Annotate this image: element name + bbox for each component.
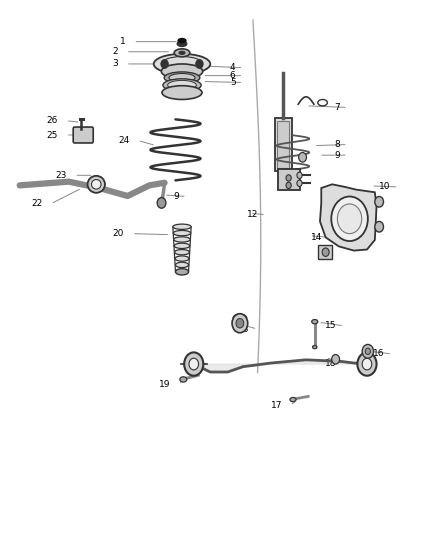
Ellipse shape: [174, 243, 190, 248]
Text: 23: 23: [55, 171, 67, 180]
Circle shape: [157, 198, 166, 208]
Circle shape: [196, 60, 203, 68]
Text: 4: 4: [230, 63, 236, 72]
Circle shape: [331, 197, 368, 241]
Polygon shape: [320, 184, 377, 251]
Ellipse shape: [177, 41, 187, 46]
Bar: [278, 169, 300, 190]
Ellipse shape: [163, 79, 201, 92]
Circle shape: [299, 152, 307, 162]
Circle shape: [332, 354, 339, 364]
Ellipse shape: [175, 249, 189, 255]
Text: 25: 25: [46, 131, 58, 140]
Text: 8: 8: [334, 140, 340, 149]
Circle shape: [362, 358, 372, 370]
Text: 22: 22: [32, 199, 43, 208]
Text: 15: 15: [325, 321, 336, 330]
Circle shape: [362, 344, 374, 358]
Polygon shape: [194, 360, 363, 372]
Ellipse shape: [175, 256, 189, 261]
Ellipse shape: [312, 319, 318, 324]
Text: 5: 5: [230, 78, 236, 87]
Text: 12: 12: [247, 210, 258, 219]
Text: 9: 9: [334, 151, 340, 160]
Text: 14: 14: [311, 233, 322, 242]
Bar: [277, 120, 289, 168]
Bar: [318, 245, 332, 259]
Bar: [275, 118, 292, 171]
Text: 24: 24: [119, 136, 130, 145]
Circle shape: [375, 221, 384, 232]
FancyBboxPatch shape: [73, 127, 93, 143]
Ellipse shape: [164, 72, 200, 84]
Text: 1: 1: [120, 37, 125, 46]
Ellipse shape: [290, 398, 296, 402]
Text: 9: 9: [173, 192, 179, 201]
Circle shape: [357, 352, 377, 376]
Ellipse shape: [169, 74, 195, 82]
Text: 11: 11: [328, 198, 340, 207]
Ellipse shape: [176, 262, 188, 268]
Text: 3: 3: [112, 60, 118, 68]
Ellipse shape: [154, 54, 210, 74]
Text: 2: 2: [113, 47, 118, 56]
Circle shape: [286, 182, 291, 189]
Circle shape: [184, 352, 203, 376]
Text: 19: 19: [159, 379, 170, 389]
Text: 6: 6: [230, 71, 236, 80]
Ellipse shape: [233, 314, 247, 321]
Ellipse shape: [174, 49, 190, 57]
Circle shape: [297, 172, 302, 179]
Text: 26: 26: [46, 116, 58, 125]
Text: 16: 16: [373, 350, 385, 359]
Bar: [79, 117, 85, 120]
Circle shape: [232, 314, 248, 333]
Ellipse shape: [179, 51, 185, 54]
Ellipse shape: [174, 237, 190, 242]
Ellipse shape: [92, 180, 101, 189]
Ellipse shape: [168, 80, 196, 90]
Text: 18: 18: [325, 359, 336, 367]
Ellipse shape: [161, 64, 203, 79]
Ellipse shape: [88, 176, 105, 193]
Circle shape: [375, 197, 384, 207]
Circle shape: [236, 318, 244, 328]
Circle shape: [297, 180, 302, 187]
Text: 17: 17: [271, 401, 282, 410]
Ellipse shape: [173, 230, 191, 236]
Circle shape: [365, 348, 371, 354]
Ellipse shape: [180, 377, 187, 382]
Circle shape: [189, 358, 198, 370]
Text: 20: 20: [113, 229, 124, 238]
Ellipse shape: [178, 38, 186, 43]
Text: 10: 10: [379, 182, 391, 191]
Ellipse shape: [162, 86, 202, 100]
Ellipse shape: [176, 269, 188, 275]
Circle shape: [337, 204, 362, 233]
Circle shape: [286, 175, 291, 181]
Ellipse shape: [313, 345, 317, 349]
Text: 7: 7: [334, 103, 340, 112]
Text: 13: 13: [238, 325, 250, 334]
Circle shape: [322, 248, 329, 256]
Circle shape: [161, 60, 168, 68]
Ellipse shape: [173, 224, 191, 229]
